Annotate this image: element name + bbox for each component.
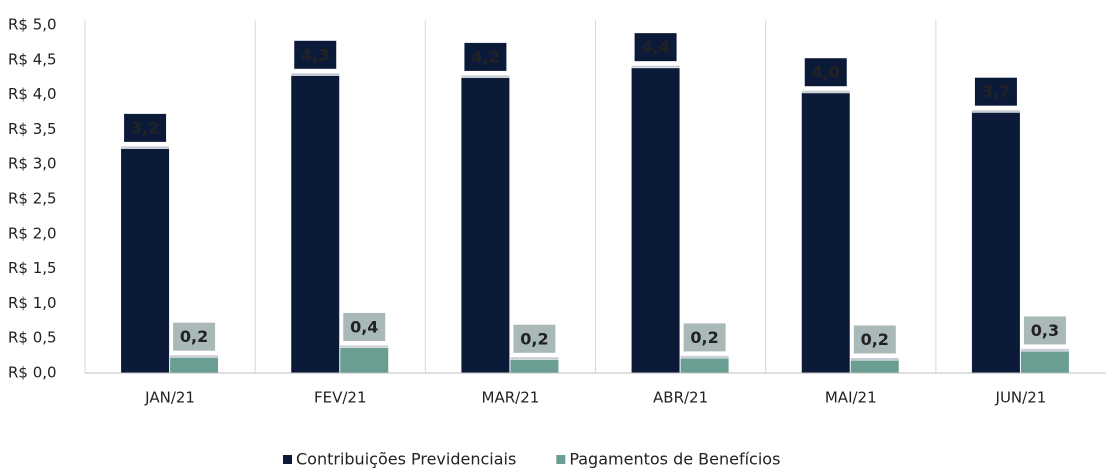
data-label: 3,2 (131, 118, 159, 137)
y-tick-label: R$ 4,5 (8, 50, 57, 68)
y-tick-label: R$ 0,5 (8, 329, 57, 347)
y-tick-label: R$ 5,0 (8, 16, 57, 34)
data-label: 0,2 (180, 327, 208, 346)
data-label-box (974, 77, 1017, 106)
legend-label: Contribuições Previdenciais (296, 450, 516, 469)
data-label-box (853, 325, 896, 354)
bar (461, 77, 510, 373)
x-tick-label: FEV/21 (314, 389, 367, 407)
x-tick-label: JAN/21 (144, 389, 195, 407)
y-tick-label: R$ 2,0 (8, 224, 57, 242)
data-label-box (804, 58, 847, 87)
bar (170, 357, 219, 373)
data-label: 4,2 (471, 47, 499, 66)
data-label: 0,2 (520, 329, 548, 348)
data-label-box (513, 324, 556, 353)
bar (510, 359, 559, 373)
y-tick-label: R$ 0,0 (8, 364, 57, 382)
bar (121, 148, 170, 373)
bar (1020, 351, 1069, 373)
y-tick-label: R$ 3,0 (8, 155, 57, 173)
data-label: 0,2 (690, 328, 718, 347)
legend-label: Pagamentos de Benefícios (569, 450, 780, 469)
bar (631, 68, 680, 373)
data-label: 4,0 (812, 63, 840, 82)
bar (291, 75, 340, 374)
y-tick-label: R$ 2,5 (8, 190, 57, 208)
y-tick-label: R$ 3,5 (8, 120, 57, 138)
y-tick-label: R$ 1,5 (8, 259, 57, 277)
y-tick-label: R$ 4,0 (8, 85, 57, 103)
x-tick-label: JUN/21 (995, 389, 1047, 407)
x-tick-label: MAI/21 (825, 389, 877, 407)
data-label: 4,3 (301, 45, 329, 64)
data-label: 0,2 (861, 330, 889, 349)
bar (971, 112, 1020, 374)
x-tick-label: ABR/21 (653, 389, 708, 407)
data-label-box (173, 322, 216, 351)
data-label: 4,4 (641, 38, 669, 57)
bar (850, 360, 899, 373)
legend-swatch (283, 455, 292, 464)
data-label: 0,4 (350, 317, 378, 336)
data-label: 0,3 (1031, 321, 1059, 340)
bar (801, 93, 850, 373)
legend-swatch (556, 455, 566, 464)
x-tick-label: MAR/21 (482, 389, 540, 407)
data-label-box (464, 42, 507, 71)
bar (340, 347, 389, 373)
data-label-box (294, 40, 337, 69)
data-label-box (124, 113, 167, 142)
data-label-box (683, 323, 726, 352)
data-label-box (634, 33, 677, 62)
y-tick-label: R$ 1,0 (8, 294, 57, 312)
bar (680, 358, 729, 373)
data-label: 3,7 (982, 82, 1010, 101)
data-label-box (343, 312, 386, 341)
data-label-box (1023, 316, 1066, 345)
